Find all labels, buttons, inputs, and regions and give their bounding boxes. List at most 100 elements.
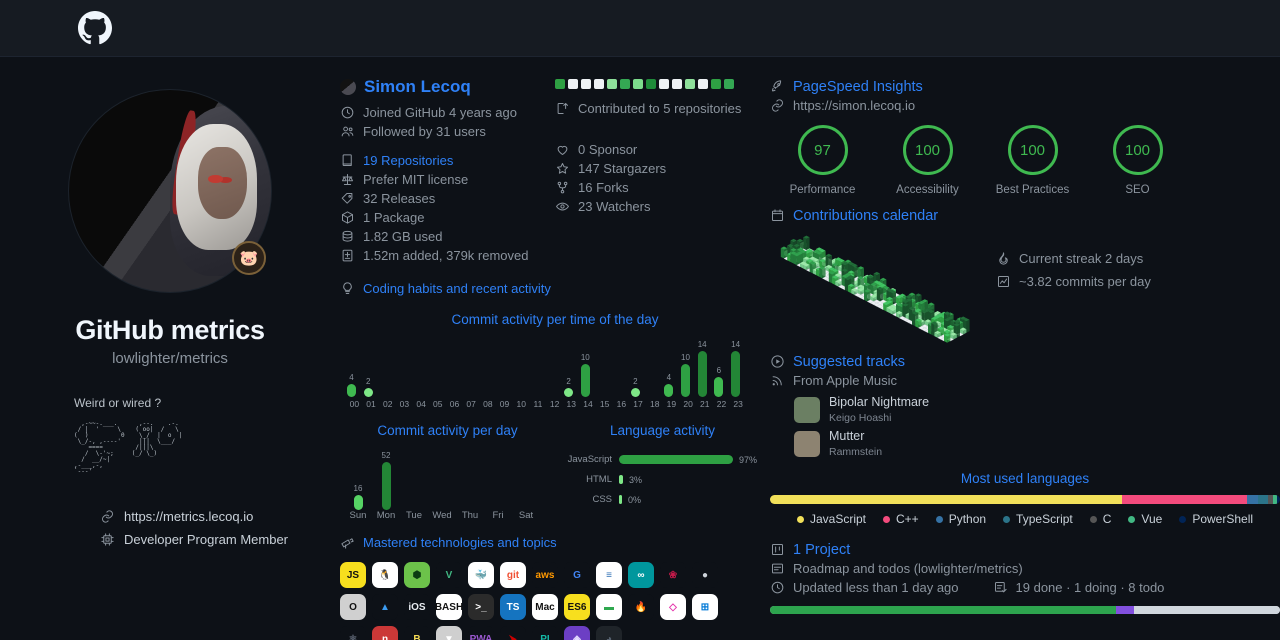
language-legend: JavaScript C++ Python TypeScript C Vue PowerSh… (770, 512, 1280, 526)
language-legend-label: TypeScript (1016, 512, 1073, 526)
language-activity-row: CSS 0% (555, 491, 770, 508)
website-url: https://metrics.lecoq.io (124, 509, 254, 524)
pagespeed-url-row[interactable]: https://simon.lecoq.io (770, 96, 1280, 115)
language-activity-name: JavaScript (567, 454, 612, 465)
git-dark-icon[interactable]: ◕ (596, 626, 622, 640)
stat-label: 16 Forks (578, 180, 629, 195)
gauge-label: SEO (1125, 184, 1150, 196)
mac-icon[interactable]: Mac (532, 594, 558, 620)
language-legend-label: Python (948, 512, 987, 526)
docker-icon[interactable]: 🐳 (468, 562, 494, 588)
hour-chart-title: Commit activity per time of the day (451, 312, 659, 327)
nodejs-icon[interactable]: ⬢ (404, 562, 430, 588)
language-activity-value: 3% (629, 474, 643, 485)
contribution-square (659, 79, 669, 89)
language-legend-dot (796, 515, 804, 523)
telescope-icon (340, 535, 355, 550)
flame-icon (996, 251, 1011, 266)
windows-icon[interactable]: ⊞ (692, 594, 718, 620)
stat-row: 1 Package (340, 208, 555, 227)
language-activity-title: Language activity (609, 423, 716, 438)
track-item[interactable]: Bipolar Nightmare Keigo Hoashi (794, 394, 1280, 425)
language-activity-name: HTML (586, 474, 612, 485)
hour-bar-col: 2 (563, 377, 574, 397)
github-tech-icon[interactable]: ● (692, 562, 718, 588)
npm-icon[interactable]: n (372, 626, 398, 640)
hour-bar (714, 377, 724, 397)
avatar: 🐷 (68, 89, 272, 293)
tracks-source-row: From Apple Music (770, 371, 1280, 390)
habits-row[interactable]: Coding habits and recent activity (340, 279, 770, 298)
track-artist: Keigo Hoashi (829, 412, 892, 424)
language-legend-item: Vue (1128, 512, 1162, 526)
git-icon[interactable]: git (500, 562, 526, 588)
veeam-icon[interactable]: ▼ (436, 626, 462, 640)
es6-icon[interactable]: ES6 (564, 594, 590, 620)
hour-bar-value: 2 (566, 377, 571, 386)
gauge-ring: 97 (797, 125, 848, 175)
middle-panel: Simon Lecoq Joined GitHub 4 years ago Fol… (340, 57, 770, 640)
hour-bar-col: 4 (663, 373, 674, 397)
hour-bar (363, 388, 373, 397)
database-tech-icon[interactable]: ≡ (596, 562, 622, 588)
hour-tick: 09 (499, 399, 510, 409)
language-bar-segment (1121, 495, 1247, 504)
hour-bar-value: 4 (666, 373, 672, 382)
project-counts-row: 19 done · 1 doing · 8 todo (993, 578, 1164, 597)
language-legend-label: C++ (896, 512, 919, 526)
hour-tick: 08 (483, 399, 493, 409)
linux-icon[interactable]: 🐧 (372, 562, 398, 588)
messenger-icon[interactable]: ▬ (596, 594, 622, 620)
language-bar-segment (1276, 495, 1280, 504)
repositories-row[interactable]: 19 Repositories (340, 151, 555, 170)
contribution-square (633, 79, 643, 89)
opera-icon[interactable]: O (340, 594, 366, 620)
babel-icon[interactable]: B (404, 626, 430, 640)
github-logo-icon[interactable] (78, 11, 112, 45)
language-legend-label: C (1102, 512, 1112, 526)
javascript-icon[interactable]: JS (340, 562, 366, 588)
calendar-title-row[interactable]: Contributions calendar (770, 206, 1280, 225)
pagespeed-title-row[interactable]: PageSpeed Insights (770, 77, 1280, 96)
hour-bar (347, 384, 356, 397)
pagespeed-url: https://simon.lecoq.io (793, 98, 916, 113)
vercel-icon[interactable]: ▲ (372, 594, 398, 620)
redhat-icon[interactable]: ⮞ (500, 626, 526, 640)
day-tick: Sat (518, 510, 534, 521)
vue-icon[interactable]: V (436, 562, 462, 588)
contributed-row: Contributed to 5 repositories (555, 99, 770, 118)
pi-icon[interactable]: PI (532, 626, 558, 640)
most-used-languages-title: Most used languages (960, 471, 1090, 486)
hour-bar (731, 351, 741, 397)
graphql-icon[interactable]: ◇ (660, 594, 686, 620)
google-icon[interactable]: G (564, 562, 590, 588)
hour-tick: 04 (416, 399, 426, 409)
gauge-ring: 100 (1112, 125, 1163, 175)
left-panel: 🐷 GitHub metrics lowlighter/metrics Weir… (0, 57, 340, 640)
project-title-row[interactable]: 1 Project (770, 540, 1280, 559)
day-bar (353, 495, 363, 510)
arduino-icon[interactable]: ∞ (628, 562, 654, 588)
stat-row: 23 Watchers (555, 197, 770, 216)
tracks-title-row[interactable]: Suggested tracks (770, 352, 1280, 371)
typescript-icon[interactable]: TS (500, 594, 526, 620)
electron-icon[interactable]: ⚛ (340, 626, 366, 640)
pwa-icon[interactable]: PWA (468, 626, 494, 640)
mastered-row[interactable]: Mastered technologies and topics (340, 533, 770, 552)
profile-name-row[interactable]: Simon Lecoq (340, 77, 555, 97)
play-icon (770, 354, 785, 369)
raspberrypi-icon[interactable]: ❀ (660, 562, 686, 588)
ios-icon[interactable]: iOS (404, 594, 430, 620)
hour-bar-col: 6 (713, 366, 724, 397)
page-title: GitHub metrics (75, 315, 265, 345)
firefox-icon[interactable]: 🔥 (628, 594, 654, 620)
rss-icon (770, 373, 785, 388)
aws-icon[interactable]: aws (532, 562, 558, 588)
terminal-icon[interactable]: >_ (468, 594, 494, 620)
bash-icon[interactable]: BASH (436, 594, 462, 620)
project-meta-row: Updated less than 1 day ago 19 done · 1 … (770, 578, 1280, 597)
obsidian-icon[interactable]: ◈ (564, 626, 590, 640)
website-row[interactable]: https://metrics.lecoq.io (100, 509, 340, 524)
stat-label: 1 Package (363, 210, 425, 225)
track-item[interactable]: Mutter Rammstein (794, 428, 1280, 459)
